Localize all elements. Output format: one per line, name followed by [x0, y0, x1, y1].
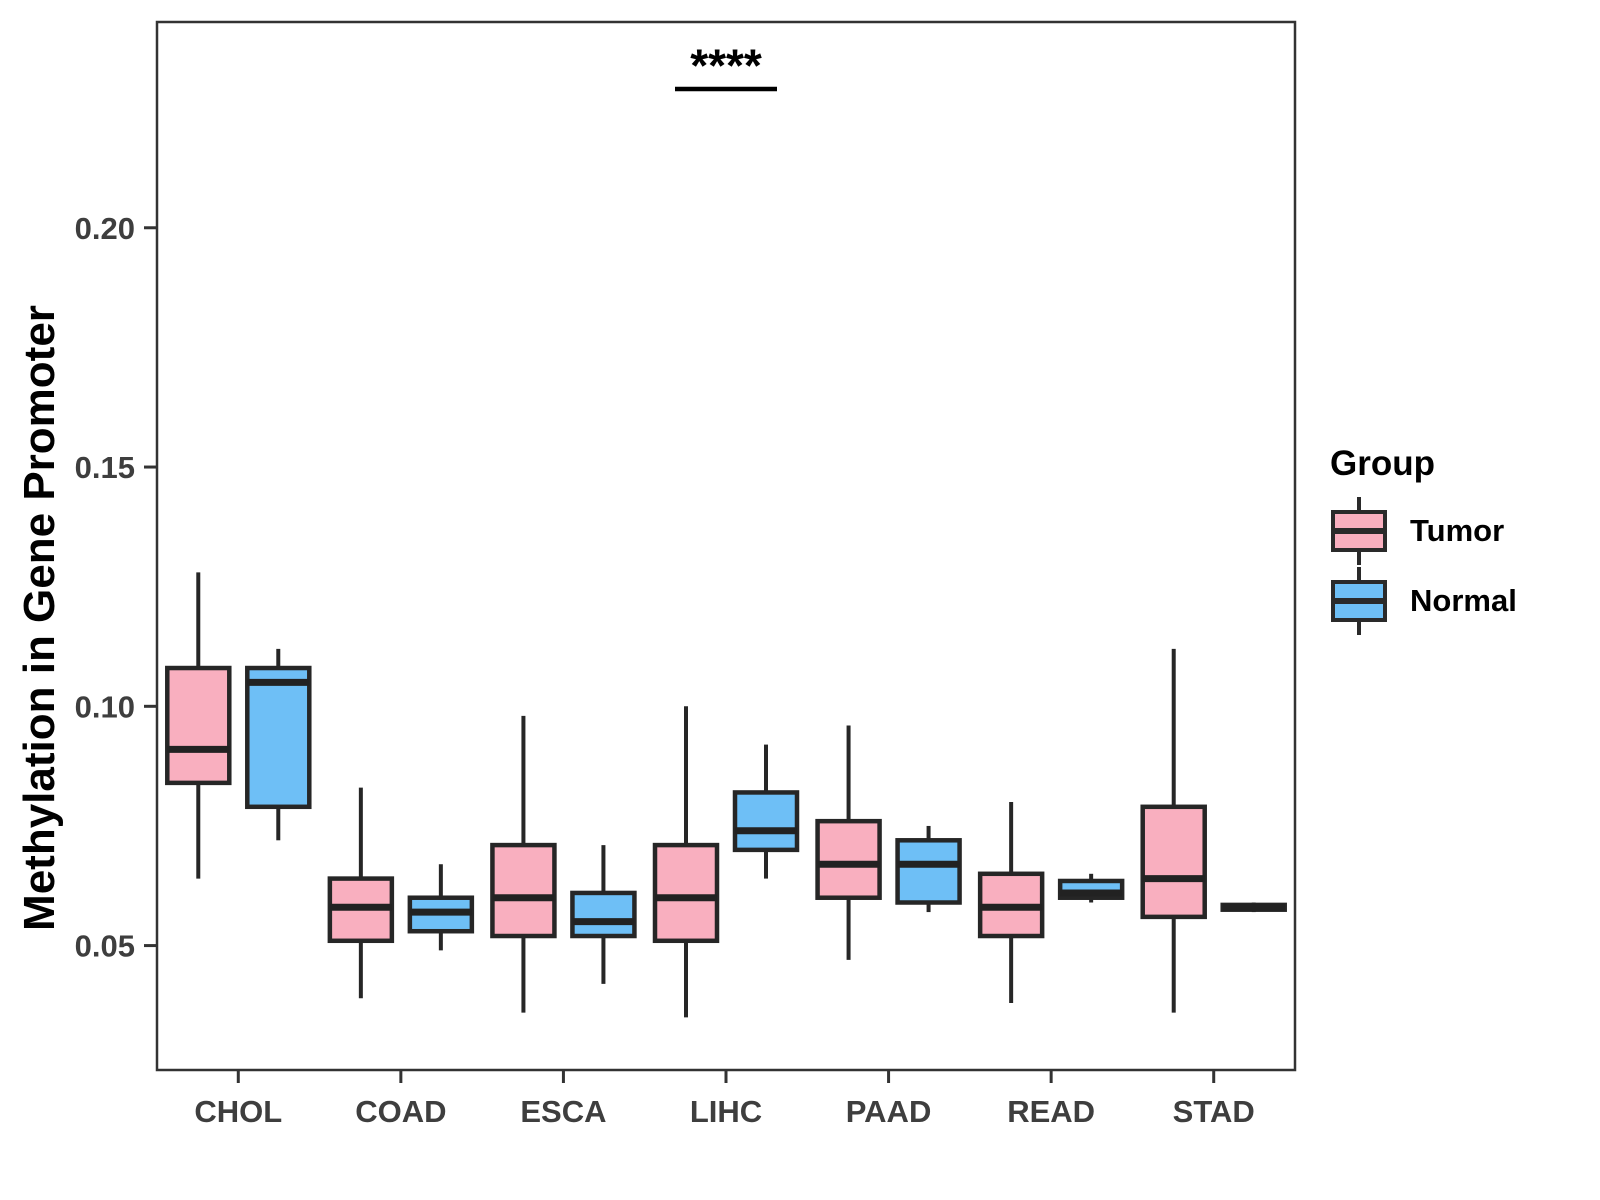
box-READ-Tumor	[977, 802, 1045, 1004]
iqr-box	[570, 890, 637, 939]
y-tick-label-0.05: 0.05	[75, 929, 135, 964]
box-CHOL-Normal	[245, 648, 312, 841]
iqr-box	[490, 842, 557, 939]
significance-stars: ****	[690, 39, 762, 91]
boxplot-key-icon	[1331, 567, 1387, 635]
box-COAD-Tumor	[327, 787, 395, 999]
iqr-box	[895, 838, 962, 905]
iqr-box	[245, 665, 312, 810]
iqr-box	[652, 842, 720, 944]
box-PAAD-Tumor	[815, 725, 882, 960]
iqr-box	[1140, 804, 1207, 920]
boxplot-key-icon	[1331, 497, 1387, 565]
legend-item-normal: Normal	[1330, 566, 1517, 636]
box-CHOL-Tumor	[165, 572, 232, 879]
legend-item-label: Normal	[1410, 583, 1517, 618]
x-tick-label-COAD: COAD	[355, 1094, 446, 1129]
box-STAD-Normal	[1220, 902, 1287, 913]
legend: Group Tumor Normal	[1330, 444, 1517, 636]
box-READ-Normal	[1057, 873, 1125, 903]
y-tick-label-0.15: 0.15	[75, 450, 135, 485]
legend-title: Group	[1330, 444, 1435, 483]
box-PAAD-Normal	[895, 825, 962, 913]
box-LIHC-Tumor	[652, 706, 720, 1018]
x-tick-label-READ: READ	[1007, 1094, 1095, 1129]
x-tick-label-LIHC: LIHC	[690, 1094, 762, 1129]
x-tick-label-CHOL: CHOL	[194, 1094, 282, 1129]
legend-item-tumor: Tumor	[1330, 496, 1517, 566]
iqr-box	[732, 790, 800, 853]
x-tick-label-ESCA: ESCA	[520, 1094, 606, 1129]
y-tick-label-0.10: 0.10	[75, 689, 135, 724]
box-LIHC-Normal	[732, 744, 800, 879]
legend-item-label: Tumor	[1410, 513, 1505, 548]
box-COAD-Normal	[407, 864, 475, 951]
x-tick-label-PAAD: PAAD	[846, 1094, 932, 1129]
box-STAD-Tumor	[1140, 648, 1207, 1013]
box-ESCA-Tumor	[490, 715, 557, 1013]
iqr-box	[815, 818, 882, 900]
legend-items: Tumor Normal	[1330, 496, 1517, 636]
iqr-box	[165, 665, 232, 786]
x-tick-label-STAD: STAD	[1173, 1094, 1255, 1129]
y-tick-label-0.20: 0.20	[75, 211, 135, 246]
y-axis-title: Methylation in Gene Promoter	[15, 305, 64, 931]
box-ESCA-Normal	[570, 845, 637, 984]
